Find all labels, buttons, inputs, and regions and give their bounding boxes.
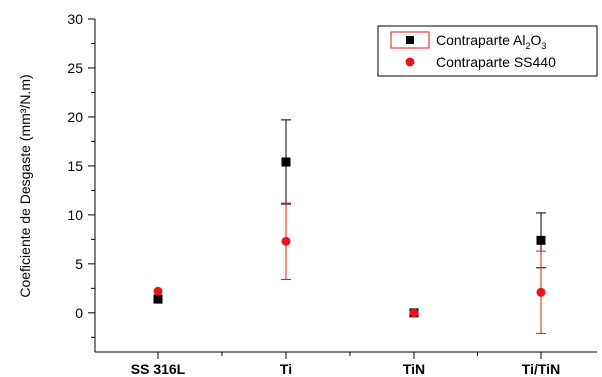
y-tick-label: 5	[75, 256, 83, 272]
data-point-circle	[409, 308, 419, 318]
legend-box	[377, 25, 598, 77]
y-tick-label: 0	[75, 305, 83, 321]
legend-label-al2o3-sub2: 3	[541, 41, 546, 51]
x-tick-label: Ti	[280, 361, 292, 377]
legend-label-al2o3: Contraparte Al2O3	[436, 32, 546, 51]
data-point-circle	[281, 236, 291, 246]
legend: Contraparte Al2O3 Contraparte SS440	[377, 25, 598, 77]
y-axis-label-main: Coeficiente de Desgaste (mm³/N.m)	[17, 74, 33, 297]
x-tick-label: SS 316L	[131, 361, 186, 377]
y-tick-label: 10	[67, 207, 83, 223]
chart-marks	[153, 119, 546, 334]
legend-swatch-errorbox	[390, 31, 430, 49]
data-point-square	[153, 294, 163, 304]
data-point-square	[536, 235, 546, 245]
legend-label-ss440: Contraparte SS440	[436, 54, 556, 70]
data-point-circle	[536, 287, 546, 297]
y-tick-label: 30	[67, 11, 83, 27]
axes: 0 5 10 15 20 25 30 SS 316L Ti TiN Ti/TiN	[67, 11, 597, 377]
y-tick-label: 25	[67, 60, 83, 76]
legend-label-al2o3-main: Contraparte Al	[436, 32, 526, 48]
legend-label-al2o3-mid: O	[531, 32, 542, 48]
x-tick-label: Ti/TiN	[522, 361, 560, 377]
legend-marker-circle	[405, 57, 415, 67]
legend-label-al2o3-sub1: 2	[526, 41, 531, 51]
y-tick-label: 15	[67, 158, 83, 174]
data-point-square	[281, 157, 291, 167]
x-tick-label: TiN	[403, 361, 425, 377]
y-axis-label: Coeficiente de Desgaste (mm³/N.m)	[17, 74, 33, 297]
y-tick-label: 20	[67, 109, 83, 125]
data-point-circle	[153, 286, 163, 296]
legend-marker-square	[406, 36, 414, 44]
